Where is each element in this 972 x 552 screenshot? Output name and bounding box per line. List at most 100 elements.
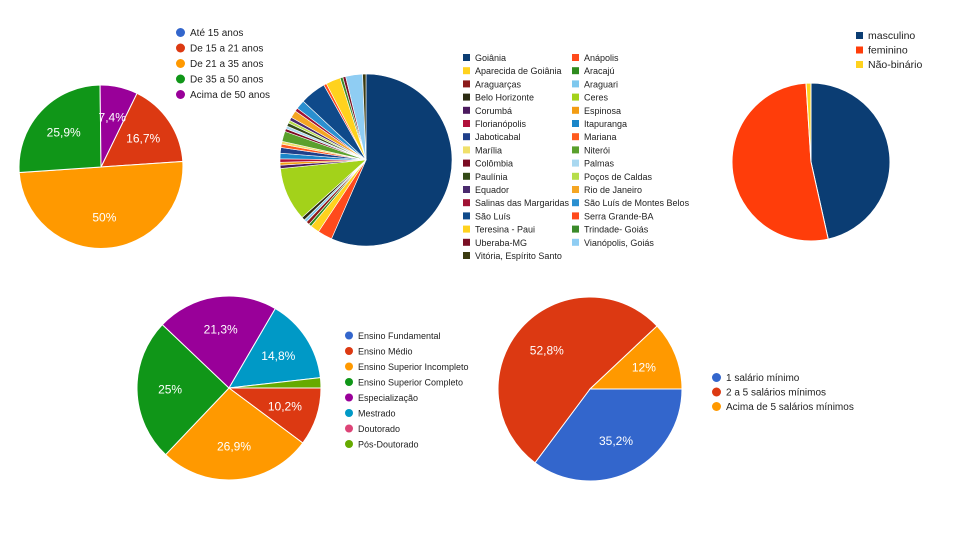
legend-label: feminino — [868, 45, 908, 57]
pie-chart-4: 10,2% 26,9% 25% 21,3% 14,8% — [136, 295, 322, 481]
legend-swatch — [345, 331, 353, 340]
legend-swatch — [463, 225, 470, 233]
legend-label: Salinas das Margaridas — [475, 198, 570, 208]
legend-label: Mestrado — [358, 409, 396, 419]
legend-swatch — [572, 133, 579, 141]
pie-slice-de-21-a-35-anos — [18, 160, 184, 249]
legend-label: Ceres — [584, 93, 609, 103]
legend-label: Niterói — [584, 145, 610, 155]
legend-label: Doutorado — [358, 424, 400, 434]
legend-swatch — [572, 93, 579, 101]
legend-swatch — [463, 252, 470, 259]
legend-label: Acima de 50 anos — [190, 90, 270, 101]
pie-slice-vit-ria-esp-rito-santo — [362, 73, 367, 161]
legend-item: Palmas — [572, 159, 615, 169]
legend-label: Belo Horizonte — [475, 93, 534, 103]
legend-swatch — [463, 212, 470, 220]
legend-label: São Luís — [475, 211, 511, 221]
legend-item: Acima de 50 anos — [176, 90, 270, 101]
legend-swatch — [463, 199, 470, 207]
legend-item: Paulínia — [463, 172, 508, 182]
legend-swatch — [176, 74, 185, 84]
legend-label: Colômbia — [475, 159, 513, 169]
legend-item: Mestrado — [345, 409, 396, 419]
legend-item: feminino — [856, 45, 908, 57]
legend-label: Corumbá — [475, 106, 512, 116]
legend-item: Vitória, Espírito Santo — [463, 251, 562, 261]
legend-label: Aracajú — [584, 66, 615, 76]
legend-swatch — [572, 172, 579, 180]
legend-swatch — [463, 54, 470, 61]
legend-item: Espinosa — [572, 106, 621, 116]
legend-swatch — [463, 120, 470, 127]
legend-swatch — [572, 67, 579, 75]
legend-label: Florianópolis — [475, 119, 527, 129]
legend-swatch — [463, 93, 470, 101]
legend-label: De 35 a 50 anos — [190, 75, 263, 86]
pie-slice-n-o-bin-rio — [805, 82, 812, 163]
legend-label: De 21 a 35 anos — [190, 59, 263, 70]
legend-item: Ensino Superior Incompleto — [345, 362, 469, 372]
pie-slice-ensino-superior-incompleto — [164, 387, 304, 481]
legend-item: Florianópolis — [463, 119, 527, 129]
pie-slice-masculino — [810, 82, 891, 240]
legend-label: Ensino Fundamental — [358, 331, 441, 341]
pie-chart-2 — [279, 73, 453, 247]
legend-item: masculino — [856, 30, 915, 42]
slice-data-label: 14,8% — [261, 349, 295, 363]
legend-item: Acima de 5 salários mínimos — [712, 402, 854, 413]
legend-label: 1 salário mínimo — [726, 373, 800, 384]
legend-swatch — [712, 387, 721, 397]
slice-data-label: 50% — [92, 211, 116, 225]
legend-swatch — [463, 159, 470, 167]
legend-swatch — [572, 54, 579, 61]
legend-item: Uberaba-MG — [463, 238, 527, 248]
legend-3: masculino feminino Não-binário — [856, 30, 922, 71]
legend-item: Araguari — [572, 79, 618, 89]
pie-slice-1-sal-rio-m-nimo — [534, 388, 683, 482]
legend-item: Ensino Superior Completo — [345, 378, 463, 388]
legend-label: Rio de Janeiro — [584, 185, 642, 195]
legend-item: Goiânia — [463, 53, 506, 63]
legend-item: Salinas das Margaridas — [463, 198, 570, 208]
legend-label: Mariana — [584, 132, 617, 142]
legend-swatch — [463, 238, 470, 246]
legend-4: Ensino Fundamental Ensino Médio Ensino Sup… — [345, 331, 469, 450]
legend-swatch — [345, 409, 353, 417]
legend-item: Equador — [463, 185, 509, 195]
legend-item: Mariana — [572, 132, 617, 142]
slice-data-label: 7,4% — [99, 110, 127, 124]
legend-item: Itapuranga — [572, 119, 627, 129]
slice-data-label: 21,3% — [204, 323, 238, 337]
legend-swatch — [176, 43, 185, 53]
legend-item: Serra Grande-BA — [572, 211, 654, 221]
legend-swatch — [572, 186, 579, 193]
pie-slice-acima-de-50-anos — [99, 84, 138, 168]
legend-item: Marília — [463, 145, 502, 155]
legend-swatch — [572, 106, 579, 114]
legend-item: Trindade- Goiás — [572, 225, 649, 235]
legend-label: Paulínia — [475, 172, 508, 182]
legend-item: Não-binário — [856, 59, 922, 71]
legend-label: Marília — [475, 145, 502, 155]
legend-label: Araguari — [584, 79, 618, 89]
legend-swatch — [345, 347, 353, 355]
legend-label: Ensino Superior Incompleto — [358, 362, 469, 372]
legend-item: Poços de Caldas — [572, 172, 653, 182]
legend-item: São Luís — [463, 211, 511, 221]
legend-label: Até 15 anos — [190, 28, 243, 39]
legend-label: Vitória, Espírito Santo — [475, 251, 562, 261]
legend-swatch — [572, 120, 579, 127]
legend-swatch — [856, 46, 863, 54]
legend-swatch — [176, 28, 185, 37]
legend-swatch — [856, 32, 863, 39]
legend-label: Não-binário — [868, 59, 922, 71]
legend-item: Especialização — [345, 393, 418, 403]
legend-swatch — [463, 186, 470, 193]
pie-slice-p-s-doutorado — [228, 377, 322, 389]
slice-data-label: 10,2% — [268, 400, 302, 414]
legend-item: Teresina - Paui — [463, 225, 535, 235]
legend-item: 1 salário mínimo — [712, 373, 800, 384]
legend-label: Anápolis — [584, 53, 619, 63]
